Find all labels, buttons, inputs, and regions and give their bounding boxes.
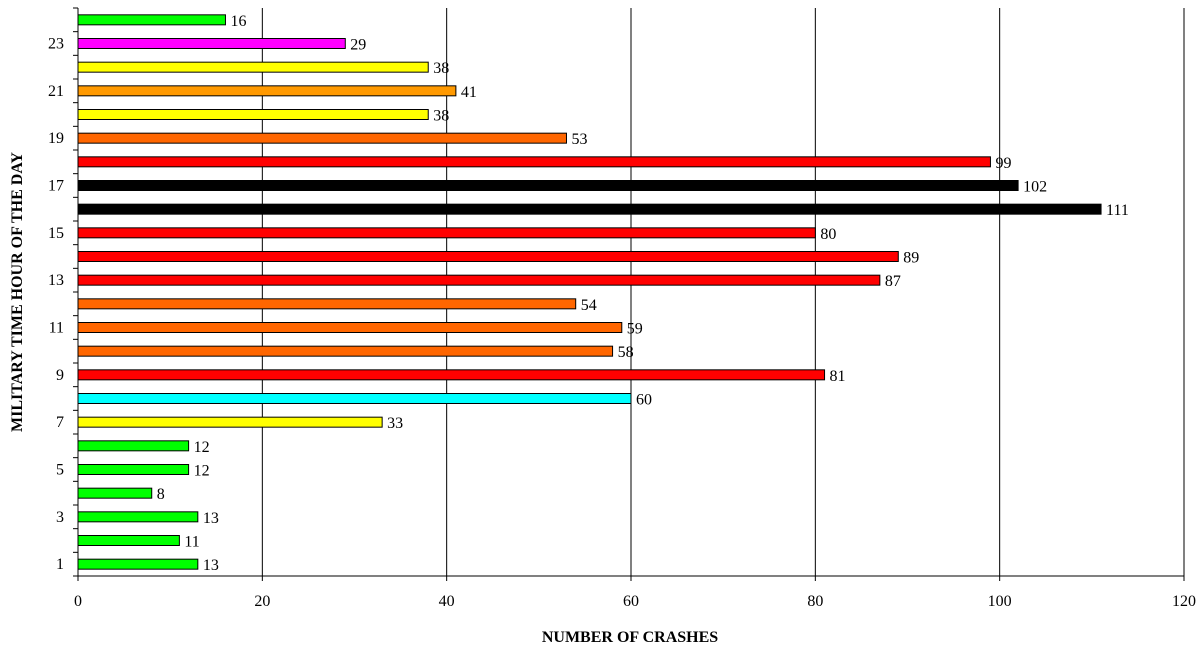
bar-hour-21 — [77, 85, 457, 97]
bar-hour-6 — [77, 440, 190, 452]
data-label-hour-9: 81 — [830, 368, 846, 385]
y-tick-label-17: 17 — [48, 178, 64, 195]
y-tick-label-1: 1 — [56, 556, 64, 573]
bar-hour-3 — [77, 511, 199, 523]
x-tick-labels: 0 20 40 60 80 100 120 — [74, 593, 1196, 610]
bar-hour-19 — [77, 132, 567, 144]
data-label-hour-4: 8 — [157, 486, 165, 503]
y-tick-label-21: 21 — [48, 83, 64, 100]
data-label-hour-19: 53 — [571, 131, 587, 148]
bar-hour-13 — [77, 274, 881, 286]
bar-hour-17 — [77, 180, 1019, 191]
y-tick-label-9: 9 — [56, 367, 64, 384]
x-tick-label-20: 20 — [254, 593, 270, 610]
data-label-hour-8: 60 — [636, 392, 652, 409]
bar-hour-24 — [77, 14, 226, 26]
bar-hour-11 — [77, 322, 623, 333]
bar-hour-23 — [77, 38, 346, 49]
data-label-hour-11: 59 — [627, 321, 643, 338]
bar-hour-2 — [77, 535, 180, 546]
data-label-hour-16: 111 — [1106, 202, 1129, 219]
bar-hour-7 — [77, 416, 383, 428]
data-label-hour-15: 80 — [820, 226, 836, 243]
data-label-hour-22: 38 — [433, 60, 449, 77]
bars — [77, 14, 1102, 570]
axes — [73, 7, 1185, 581]
bar-hour-14 — [77, 251, 899, 262]
x-tick-label-0: 0 — [74, 593, 82, 610]
data-label-hour-20: 38 — [433, 108, 449, 125]
bar-hour-4 — [77, 487, 153, 499]
y-tick-label-13: 13 — [48, 272, 64, 289]
bar-hour-8 — [77, 393, 632, 404]
x-tick-label-80: 80 — [807, 593, 823, 610]
y-tick-label-5: 5 — [56, 462, 64, 479]
data-label-hour-21: 41 — [461, 84, 477, 101]
data-label-hour-13: 87 — [885, 273, 901, 290]
y-tick-label-3: 3 — [56, 509, 64, 526]
data-label-hour-14: 89 — [903, 250, 919, 267]
x-tick-label-120: 120 — [1172, 593, 1196, 610]
bar-hour-9 — [77, 369, 826, 381]
data-label-hour-24: 16 — [230, 13, 246, 30]
data-label-hour-12: 54 — [581, 297, 597, 314]
data-label-hour-1: 13 — [203, 557, 219, 574]
x-tick-label-40: 40 — [439, 593, 455, 610]
x-axis-title: NUMBER OF CRASHES — [542, 629, 718, 646]
data-label-hour-17: 102 — [1023, 179, 1047, 196]
gridlines — [261, 8, 1185, 576]
data-label-hour-7: 33 — [387, 415, 403, 432]
x-tick-label-100: 100 — [988, 593, 1012, 610]
y-tick-label-11: 11 — [49, 320, 64, 337]
y-tick-label-19: 19 — [48, 130, 64, 147]
bar-hour-12 — [77, 298, 577, 310]
y-axis-title: MILITARY TIME HOUR OF THE DAY — [9, 152, 26, 432]
bar-hour-10 — [77, 345, 614, 357]
data-label-hour-6: 12 — [194, 439, 210, 456]
bar-hour-15 — [77, 227, 816, 239]
y-tick-label-7: 7 — [56, 414, 64, 431]
x-tick-label-60: 60 — [623, 593, 639, 610]
bar-hour-18 — [77, 156, 991, 168]
bar-hour-16 — [77, 203, 1102, 215]
bar-hour-5 — [77, 464, 190, 475]
data-label-hour-18: 99 — [995, 155, 1011, 172]
bar-hour-22 — [77, 61, 429, 73]
data-label-hour-2: 11 — [184, 534, 199, 551]
data-label-hour-10: 58 — [618, 344, 634, 361]
y-tick-label-23: 23 — [48, 36, 64, 53]
data-label-hour-23: 29 — [350, 37, 366, 54]
bar-hour-1 — [77, 558, 199, 570]
data-label-hour-3: 13 — [203, 510, 219, 527]
y-tick-label-15: 15 — [48, 225, 64, 242]
data-label-hour-5: 12 — [194, 463, 210, 480]
bar-hour-20 — [77, 109, 429, 120]
